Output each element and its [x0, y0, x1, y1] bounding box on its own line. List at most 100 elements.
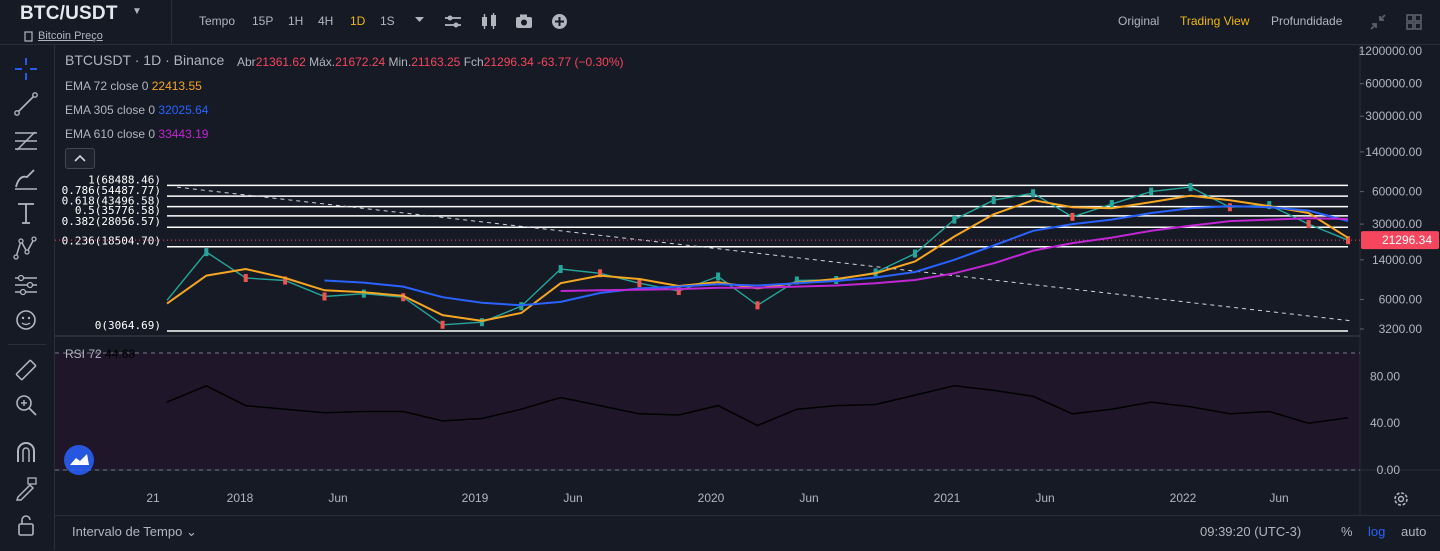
open-value: 21361.62 — [255, 55, 306, 69]
price-tick-label: 140000.00 — [1365, 145, 1422, 159]
price-point — [1149, 187, 1154, 196]
view-trading-view[interactable]: Trading View — [1180, 14, 1250, 28]
collapse-legend-button[interactable] — [65, 148, 95, 169]
price-point — [1306, 220, 1311, 229]
price-point — [794, 276, 799, 285]
change-value: -63.77 (−0.30%) — [537, 55, 624, 69]
tradingview-logo-icon[interactable] — [63, 444, 95, 476]
caret-down-icon[interactable] — [414, 16, 425, 24]
price-point — [243, 273, 248, 282]
chart-series — [166, 183, 1350, 427]
ema305-legend[interactable]: EMA 305 close 0 32025.64 — [65, 103, 208, 117]
price-point — [322, 292, 327, 301]
price-point — [1109, 200, 1114, 209]
lock-icon[interactable] — [13, 512, 39, 538]
subtitle-link[interactable]: Bitcoin Preço — [38, 30, 103, 42]
chevron-up-icon — [74, 154, 86, 162]
legend-pair: BTCUSDT · 1D · Binance — [65, 52, 225, 68]
fib-level-label: 0.382(28056.57) — [62, 215, 161, 228]
collapse-icon[interactable] — [1370, 14, 1386, 30]
rsi-value: 44.68 — [105, 347, 136, 361]
ema72-label: EMA 72 close 0 — [65, 79, 149, 93]
fib-level-label: 0.236(18504.70) — [62, 235, 161, 248]
view-original[interactable]: Original — [1118, 14, 1160, 28]
auto-scale-button[interactable]: auto — [1401, 524, 1427, 539]
rsi-tick-label: 80.00 — [1370, 369, 1400, 383]
text-tool-icon[interactable] — [13, 200, 39, 226]
brush-icon[interactable] — [13, 165, 39, 191]
zoom-in-icon[interactable] — [13, 392, 39, 418]
time-tick-label: 21 — [146, 491, 160, 505]
price-tick-label: 1200000.00 — [1359, 44, 1423, 58]
rsi-tick-label: 0.00 — [1377, 463, 1401, 477]
chart-axes: 1200000.00 600000.00 300000.00 140000.00 600… — [55, 44, 1422, 505]
prediction-tool-icon[interactable] — [13, 272, 39, 298]
percent-scale-button[interactable]: % — [1341, 524, 1353, 539]
price-tags: 21296.34 — [1361, 231, 1439, 250]
fib-retracement-icon[interactable] — [13, 128, 39, 154]
price-point — [1346, 236, 1350, 245]
time-tick-label: Jun — [563, 491, 582, 505]
price-point — [716, 272, 721, 281]
time-tick-label: Jun — [1035, 491, 1054, 505]
high-label: Máx. — [309, 55, 336, 69]
magnet-icon[interactable] — [13, 440, 39, 466]
settings-sliders-icon[interactable] — [444, 14, 462, 30]
price-point — [912, 249, 917, 258]
candles-icon[interactable] — [480, 12, 500, 32]
divider — [8, 344, 46, 345]
pattern-icon[interactable] — [13, 235, 39, 261]
chevron-down-icon: ⌄ — [185, 524, 197, 539]
price-chart[interactable]: 1200000.00 600000.00 300000.00 140000.00 600… — [55, 44, 1440, 515]
low-value: 21163.25 — [411, 55, 461, 69]
price-point — [1227, 203, 1232, 212]
ruler-icon[interactable] — [13, 357, 39, 383]
ema610-legend[interactable]: EMA 610 close 0 33443.19 — [65, 127, 208, 141]
camera-icon[interactable] — [515, 13, 533, 29]
symbol-subtitle[interactable]: Bitcoin Preço — [24, 30, 103, 42]
time-tick-label: Jun — [328, 491, 347, 505]
time-interval-button[interactable]: Intervalo de Tempo ⌄ — [72, 524, 197, 540]
trend-line-icon[interactable] — [13, 91, 39, 117]
time-interval-label: Intervalo de Tempo — [72, 524, 183, 539]
price-point — [361, 289, 366, 298]
crosshair-icon[interactable] — [13, 56, 39, 82]
price-point — [598, 269, 603, 278]
time-tick-label: 2019 — [462, 491, 489, 505]
log-scale-button[interactable]: log — [1368, 524, 1386, 539]
time-tick-label: 2022 — [1170, 491, 1197, 505]
clock-readout[interactable]: 09:39:20 (UTC-3) — [1200, 524, 1302, 539]
add-indicator-icon[interactable] — [551, 13, 568, 30]
ema305-value: 32025.64 — [158, 103, 209, 117]
close-label: Fch — [463, 55, 484, 69]
ema305-label: EMA 305 close 0 — [65, 103, 156, 117]
interval-1h[interactable]: 1H — [288, 14, 304, 28]
low-label: Min. — [388, 55, 412, 69]
ema-305-close-0-line — [324, 205, 1349, 307]
interval-15p[interactable]: 15P — [252, 14, 274, 28]
interval-1s[interactable]: 1S — [380, 14, 395, 28]
interval-4h[interactable]: 4H — [318, 14, 334, 28]
open-label: Abr — [237, 55, 256, 69]
price-tick-label: 600000.00 — [1365, 77, 1422, 91]
chevron-down-icon[interactable]: ▼ — [132, 6, 142, 17]
time-tick-label: Jun — [799, 491, 818, 505]
grid-layout-icon[interactable] — [1406, 14, 1422, 30]
view-depth[interactable]: Profundidade — [1271, 14, 1343, 28]
divider — [171, 0, 172, 44]
ema72-legend[interactable]: EMA 72 close 0 22413.55 — [65, 79, 202, 93]
rsi-legend[interactable]: RSI 72 44.68 — [65, 347, 135, 361]
rsi-pane-background — [55, 353, 1360, 470]
timeframe-label[interactable]: Tempo — [199, 14, 236, 28]
fibonacci-retracement[interactable]: 1(68488.46)0.786(54487.77)0.618(43496.58… — [55, 173, 1360, 332]
interval-1d[interactable]: 1D — [350, 14, 366, 28]
emoji-icon[interactable] — [13, 307, 39, 333]
price-tick-label: 300000.00 — [1365, 109, 1422, 123]
gear-icon[interactable] — [1392, 490, 1410, 508]
symbol-title[interactable]: BTC/USDT — [20, 3, 118, 24]
price-point — [479, 318, 484, 327]
current-price-tag — [1361, 231, 1439, 250]
rsi-line — [166, 384, 1349, 427]
price-tick-label: 3200.00 — [1379, 322, 1423, 336]
lock-drawing-icon[interactable] — [13, 476, 39, 502]
